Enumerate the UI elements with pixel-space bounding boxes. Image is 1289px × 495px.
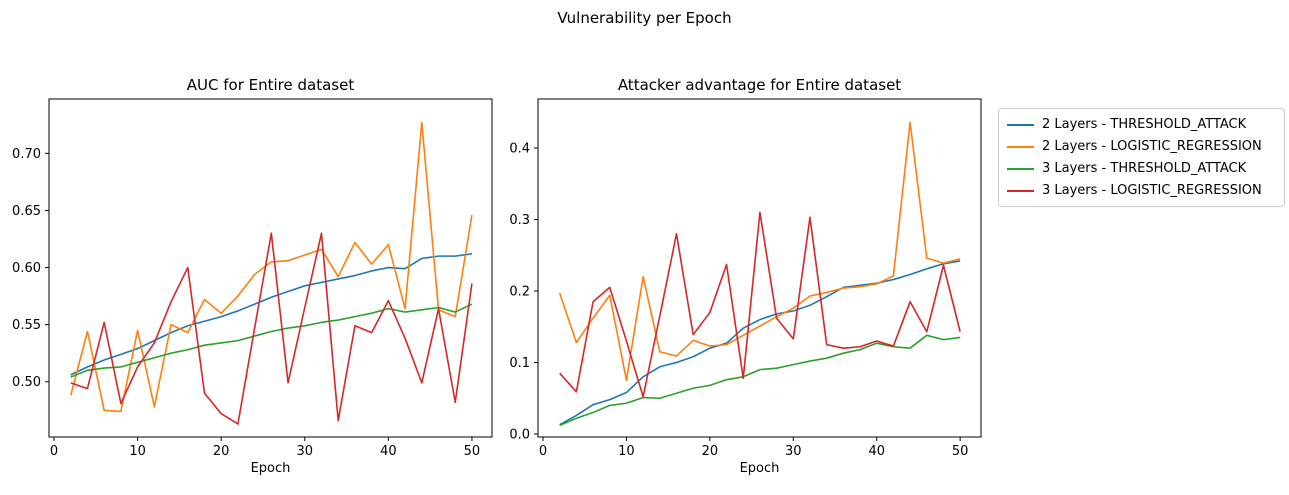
y-tick-label: 0.50	[12, 375, 41, 390]
x-tick-label: 10	[129, 444, 146, 459]
x-tick-label: 30	[296, 444, 313, 459]
x-tick-label: 20	[213, 444, 230, 459]
series-line	[70, 232, 473, 425]
advantage-chart-title: Attacker advantage for Entire dataset	[617, 76, 902, 94]
x-tick-label: 50	[464, 444, 481, 459]
legend-item: 2 Layers - LOGISTIC_REGRESSION	[1007, 137, 1276, 156]
legend-line-swatch	[1007, 145, 1034, 148]
legend-line-swatch	[1007, 167, 1034, 170]
x-tick-label: 40	[380, 444, 397, 459]
legend-label: 2 Layers - THRESHOLD_ATTACK	[1042, 117, 1247, 132]
y-tick-label: 0.1	[509, 356, 530, 371]
legend-item: 3 Layers - LOGISTIC_REGRESSION	[1007, 181, 1276, 200]
legend-label: 3 Layers - LOGISTIC_REGRESSION	[1042, 183, 1262, 198]
x-tick-label: 20	[702, 444, 719, 459]
y-tick-label: 0.3	[509, 213, 530, 228]
series-line	[558, 121, 961, 382]
y-tick-label: 0.65	[12, 204, 41, 219]
x-tick-label: 30	[785, 444, 802, 459]
auc-chart-xlabel: Epoch	[250, 461, 291, 476]
legend-line-swatch	[1007, 189, 1034, 192]
figure-suptitle: Vulnerability per Epoch	[557, 9, 732, 27]
legend-label: 3 Layers - THRESHOLD_ATTACK	[1042, 161, 1247, 176]
axes-frame	[48, 98, 493, 438]
y-tick-label: 0.70	[12, 147, 41, 162]
y-tick-label: 0.55	[12, 318, 41, 333]
legend-item: 2 Layers - THRESHOLD_ATTACK	[1007, 115, 1276, 134]
series-line	[69, 121, 473, 413]
legend-label: 2 Layers - LOGISTIC_REGRESSION	[1042, 139, 1262, 154]
x-tick-label: 50	[952, 444, 969, 459]
y-tick-label: 0.60	[12, 261, 41, 276]
auc-chart-title: AUC for Entire dataset	[186, 76, 355, 94]
legend: 2 Layers - THRESHOLD_ATTACK 2 Layers - L…	[998, 108, 1285, 207]
advantage-chart-xlabel: Epoch	[739, 461, 780, 476]
legend-line-swatch	[1007, 123, 1034, 126]
series-line	[559, 260, 961, 426]
x-tick-label: 0	[50, 444, 58, 459]
axes-frame	[537, 98, 982, 438]
x-tick-label: 40	[868, 444, 885, 459]
y-tick-label: 0.0	[509, 427, 530, 442]
series-line	[70, 303, 473, 378]
legend-item: 3 Layers - THRESHOLD_ATTACK	[1007, 159, 1276, 178]
series-line	[70, 253, 473, 376]
x-tick-label: 10	[618, 444, 635, 459]
x-tick-label: 0	[539, 444, 547, 459]
y-tick-label: 0.2	[509, 284, 530, 299]
y-tick-label: 0.4	[509, 141, 530, 156]
series-line	[559, 211, 961, 398]
